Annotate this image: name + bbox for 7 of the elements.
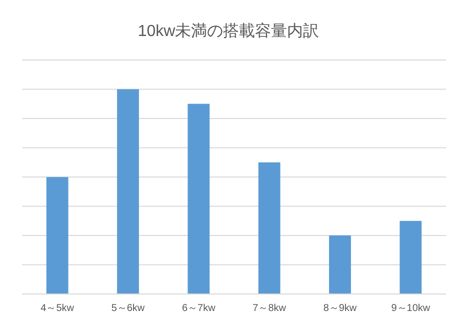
x-tick-label: 4～5kw — [40, 303, 75, 314]
chart-title: 10kw未満の搭載容量内訳 — [138, 22, 320, 40]
x-tick-label: 6～7kw — [182, 303, 216, 314]
x-tick-label: 8～9kw — [323, 303, 358, 314]
x-tick-label: 7～8kw — [252, 303, 287, 314]
x-tick-label: 5～6kw — [111, 303, 146, 314]
x-tick-label: 9～10kw — [391, 303, 431, 314]
